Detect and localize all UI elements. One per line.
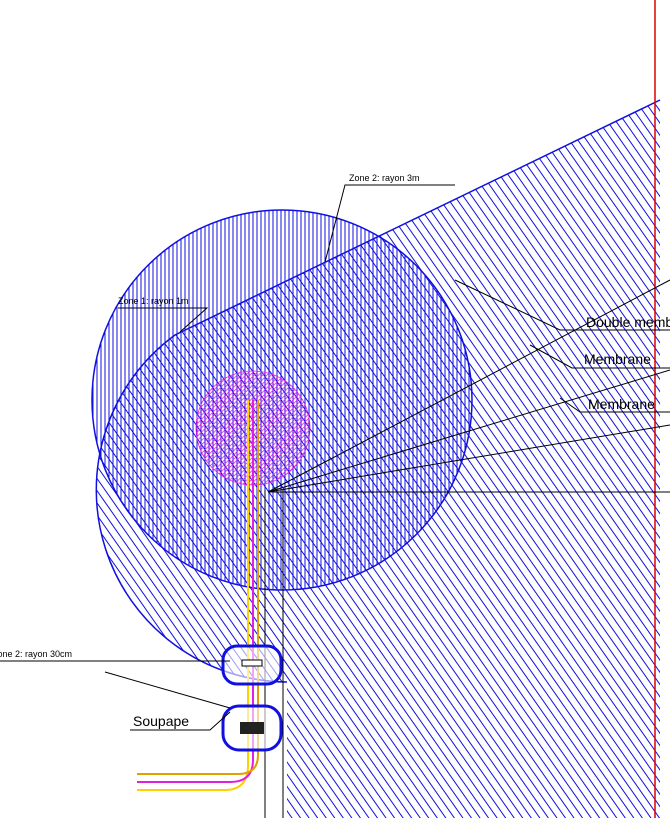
label: Zone 1: rayon 1m <box>118 296 189 306</box>
valve-small <box>241 659 263 667</box>
label: Zone 2: rayon 3m <box>349 173 420 183</box>
zone2-outline <box>95 99 661 683</box>
valve <box>240 722 264 734</box>
label: Double membrane <box>586 314 670 330</box>
label: Membrane <box>584 351 651 367</box>
label: Membrane <box>588 396 655 412</box>
pipes <box>137 400 259 791</box>
leaders <box>0 184 670 731</box>
label: Zone 2: rayon 30cm <box>0 649 72 659</box>
label: Soupape <box>133 713 189 729</box>
